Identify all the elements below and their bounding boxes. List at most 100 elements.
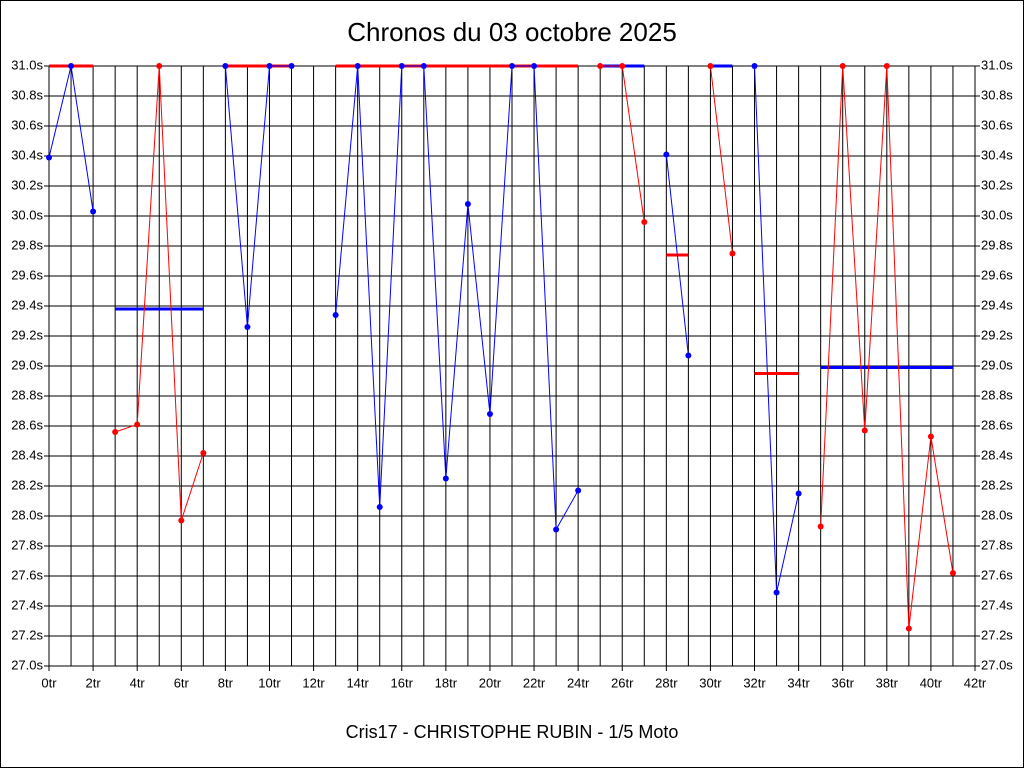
point [222,63,229,69]
point [266,63,273,69]
y2-tick-label: 28.6s [981,417,1013,432]
y2-tick-label: 29.4s [981,297,1013,312]
point [663,151,670,158]
x-tick-label: 36tr [832,675,855,690]
point [773,589,780,596]
x-tick-label: 6tr [174,675,190,690]
y2-tick-label: 30.0s [981,207,1013,222]
point [354,63,361,69]
point [90,208,97,215]
point [949,570,956,576]
y2-tick-label: 28.0s [981,507,1013,522]
y2-tick-label: 30.6s [981,117,1013,132]
y2-tick-label: 30.4s [981,147,1013,162]
x-tick-label: 0tr [41,675,57,690]
point [619,63,626,69]
y-tick-label: 28.2s [11,477,43,492]
point [927,433,934,440]
y-tick-label: 27.4s [11,597,43,612]
y-tick-label: 29.0s [11,357,43,372]
series-line [665,154,689,356]
point [464,201,471,207]
point [112,429,119,435]
x-tick-label: 40tr [920,675,943,690]
series-line [709,65,733,254]
y2-tick-label: 27.0s [981,657,1013,672]
series-line [335,65,579,532]
point [156,63,163,69]
point [839,63,846,69]
y-tick-label: 27.2s [11,627,43,642]
y-tick-label: 28.8s [11,387,43,402]
y-tick-label: 30.2s [11,177,43,192]
y-tick-label: 31.0s [11,57,43,72]
chart-title: Chronos du 03 octobre 2025 [347,17,677,47]
point [200,450,207,456]
y-tick-label: 27.0s [11,657,43,672]
point [553,526,560,533]
y-tick-label: 30.0s [11,207,43,222]
x-tick-label: 42tr [964,675,987,690]
point [398,63,405,69]
x-tick-label: 16tr [391,675,414,690]
y2-tick-label: 27.2s [981,627,1013,642]
y-tick-label: 28.6s [11,417,43,432]
point [861,427,868,434]
x-tick-label: 32tr [743,675,766,690]
x-tick-label: 30tr [699,675,722,690]
point [575,487,582,494]
x-tick-label: 14tr [346,675,369,690]
y-tick-label: 27.8s [11,537,43,552]
x-tick-label: 24tr [567,675,590,690]
y2-tick-label: 29.0s [981,357,1013,372]
point [531,63,538,69]
point [68,63,75,69]
x-tick-label: 22tr [523,675,546,690]
point [751,63,758,69]
y-tick-label: 29.2s [11,327,43,342]
x-tick-label: 28tr [655,675,678,690]
y2-tick-label: 28.2s [981,477,1013,492]
x-tick-label: 34tr [787,675,810,690]
y-tick-label: 30.8s [11,87,43,102]
y2-tick-label: 27.4s [981,597,1013,612]
point [486,411,493,417]
x-tick-label: 2tr [86,675,102,690]
y2-tick-label: 29.6s [981,267,1013,282]
point [46,154,52,161]
point [685,352,692,359]
y2-tick-label: 31.0s [981,57,1013,72]
y-tick-label: 27.6s [11,567,43,582]
point [597,63,604,69]
x-tick-label: 18tr [435,675,458,690]
point [376,504,383,510]
y-tick-label: 28.0s [11,507,43,522]
point [244,324,251,330]
y2-tick-label: 29.2s [981,327,1013,342]
y2-tick-label: 29.8s [981,237,1013,252]
x-tick-label: 8tr [218,675,234,690]
x-axis-label: Cris17 - CHRISTOPHE RUBIN - 1/5 Moto [346,722,679,742]
point [905,625,912,632]
point [509,63,515,69]
point [420,63,427,69]
y-tick-label: 29.4s [11,297,43,312]
y2-tick-label: 30.8s [981,87,1013,102]
y-tick-label: 30.6s [11,117,43,132]
point [641,219,648,225]
x-tick-label: 10tr [258,675,281,690]
y2-tick-label: 28.4s [981,447,1013,462]
point [178,517,185,524]
point [707,63,714,69]
y2-tick-label: 28.8s [981,387,1013,402]
x-tick-label: 4tr [130,675,146,690]
y2-tick-label: 30.2s [981,177,1013,192]
point [817,523,824,530]
y2-tick-label: 27.8s [981,537,1013,552]
y-tick-label: 29.6s [11,267,43,282]
point [134,421,141,428]
point [883,63,890,69]
point [729,250,736,257]
x-tick-label: 12tr [302,675,325,690]
point [442,475,449,482]
